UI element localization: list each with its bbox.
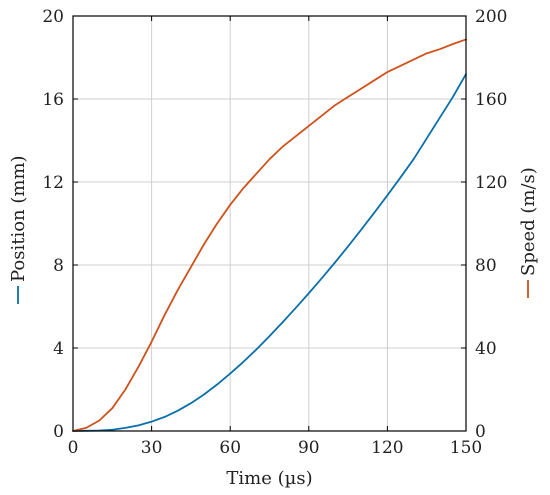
grid <box>72 15 467 432</box>
right-axis-title: Speed (m/s) <box>518 167 539 298</box>
left-axis-title: Position (mm) <box>8 155 29 304</box>
y-left-tick-label: 8 <box>53 256 64 276</box>
x-tick-label: 150 <box>450 438 482 458</box>
y-left-tick-label: 12 <box>42 173 64 193</box>
y-right-tick-label: 80 <box>475 256 497 276</box>
left-axis-label: Position (mm) <box>8 155 29 282</box>
x-tick-label: 60 <box>219 438 241 458</box>
y-left-tick-label: 4 <box>53 339 64 359</box>
series-layer <box>72 38 467 432</box>
y-left-tick-label: 20 <box>42 7 64 27</box>
x-tick-label: 90 <box>298 438 320 458</box>
x-tick-label: 0 <box>68 438 79 458</box>
x-tick-label: 30 <box>141 438 163 458</box>
y-left-tick-label: 0 <box>53 422 64 442</box>
position-series-line <box>72 73 467 432</box>
plot-frame <box>72 15 467 432</box>
y-right-tick-label: 120 <box>475 173 507 193</box>
y-left-tick-label: 16 <box>42 90 64 110</box>
x-axis-label: Time (µs) <box>226 468 312 489</box>
y-right-tick-label: 160 <box>475 90 507 110</box>
x-tick-label: 120 <box>371 438 403 458</box>
right-axis-label: Speed (m/s) <box>518 167 539 276</box>
y-right-tick-label: 40 <box>475 339 497 359</box>
speed-series-line <box>72 38 467 432</box>
y-right-tick-label: 200 <box>475 7 507 27</box>
y-right-tick-label: 0 <box>475 422 486 442</box>
